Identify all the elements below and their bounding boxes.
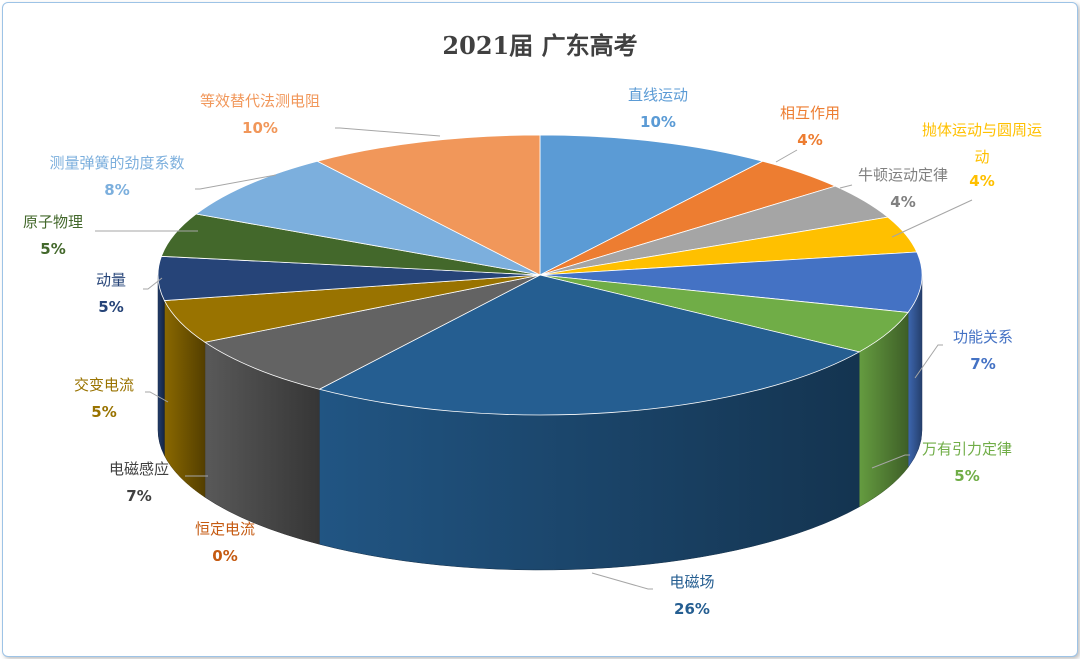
leader-line-slice-6: [591, 572, 653, 590]
data-label-name-slice-4: 功能关系: [953, 328, 1013, 346]
pie-slice-slice-6: [318, 274, 861, 416]
leader-line-slice-3: [891, 199, 973, 238]
pie-slice-slice-13: [316, 134, 541, 276]
data-label-value-slice-5: 5%: [954, 467, 979, 485]
leader-line-slice-12: [195, 174, 277, 190]
data-label-name-slice-2: 牛顿运动定律: [858, 166, 948, 184]
data-label-value-slice-9: 5%: [91, 403, 116, 421]
data-label-value-slice-8: 7%: [126, 487, 151, 505]
data-label-value-slice-12: 8%: [104, 181, 129, 199]
data-label-value-slice-1: 4%: [797, 131, 822, 149]
pie-slice-slice-8: [203, 274, 541, 390]
leader-line-slice-5: [871, 454, 910, 469]
data-label-name-slice-0: 直线运动: [628, 86, 688, 104]
data-label-name-slice-3: 动: [974, 148, 989, 166]
data-label-name-slice-12: 测量弹簧的劲度系数: [49, 154, 184, 172]
pie-slice-slice-0: [539, 134, 764, 276]
data-label-name-slice-6: 电磁场: [669, 573, 714, 591]
data-label-name-slice-8: 电磁感应: [109, 460, 169, 478]
data-label-name-slice-1: 相互作用: [780, 104, 840, 122]
data-label-value-slice-13: 10%: [242, 119, 278, 137]
data-label-value-slice-10: 5%: [98, 298, 123, 316]
data-label-name-slice-10: 动量: [96, 271, 126, 289]
leader-line-slice-13: [335, 127, 441, 137]
pie-sides: [157, 274, 923, 571]
data-label-value-slice-7: 0%: [212, 547, 237, 565]
data-label-value-slice-2: 4%: [890, 193, 915, 211]
data-label-name-slice-5: 万有引力定律: [922, 440, 1012, 458]
chart-title: 2021届 广东高考: [442, 31, 638, 60]
data-label-value-slice-3: 4%: [969, 172, 994, 190]
leader-line-slice-2: [839, 184, 853, 189]
leader-line-slice-9: [145, 391, 169, 403]
leader-line-slice-4: [914, 344, 943, 379]
data-label-value-slice-4: 7%: [970, 355, 995, 373]
data-label-value-slice-0: 10%: [640, 113, 676, 131]
pie-top: [157, 134, 923, 416]
data-label-name-slice-13: 等效替代法测电阻: [200, 92, 320, 110]
pie-slice-slice-4: [539, 251, 923, 313]
data-label-value-slice-6: 26%: [674, 600, 710, 618]
leader-line-slice-10: [143, 277, 163, 290]
data-label-name-slice-9: 交变电流: [74, 376, 134, 394]
pie-side-slice-10: [157, 274, 165, 456]
data-label-name-slice-11: 原子物理: [23, 213, 83, 231]
leader-lines: [95, 127, 973, 590]
leader-line-slice-1: [775, 149, 798, 163]
pie-slice-slice-12: [195, 160, 541, 276]
data-label-name-slice-7: 恒定电流: [195, 520, 255, 538]
data-label-name-slice-3: 抛体运动与圆周运: [922, 121, 1042, 139]
data-label-value-slice-11: 5%: [40, 240, 65, 258]
